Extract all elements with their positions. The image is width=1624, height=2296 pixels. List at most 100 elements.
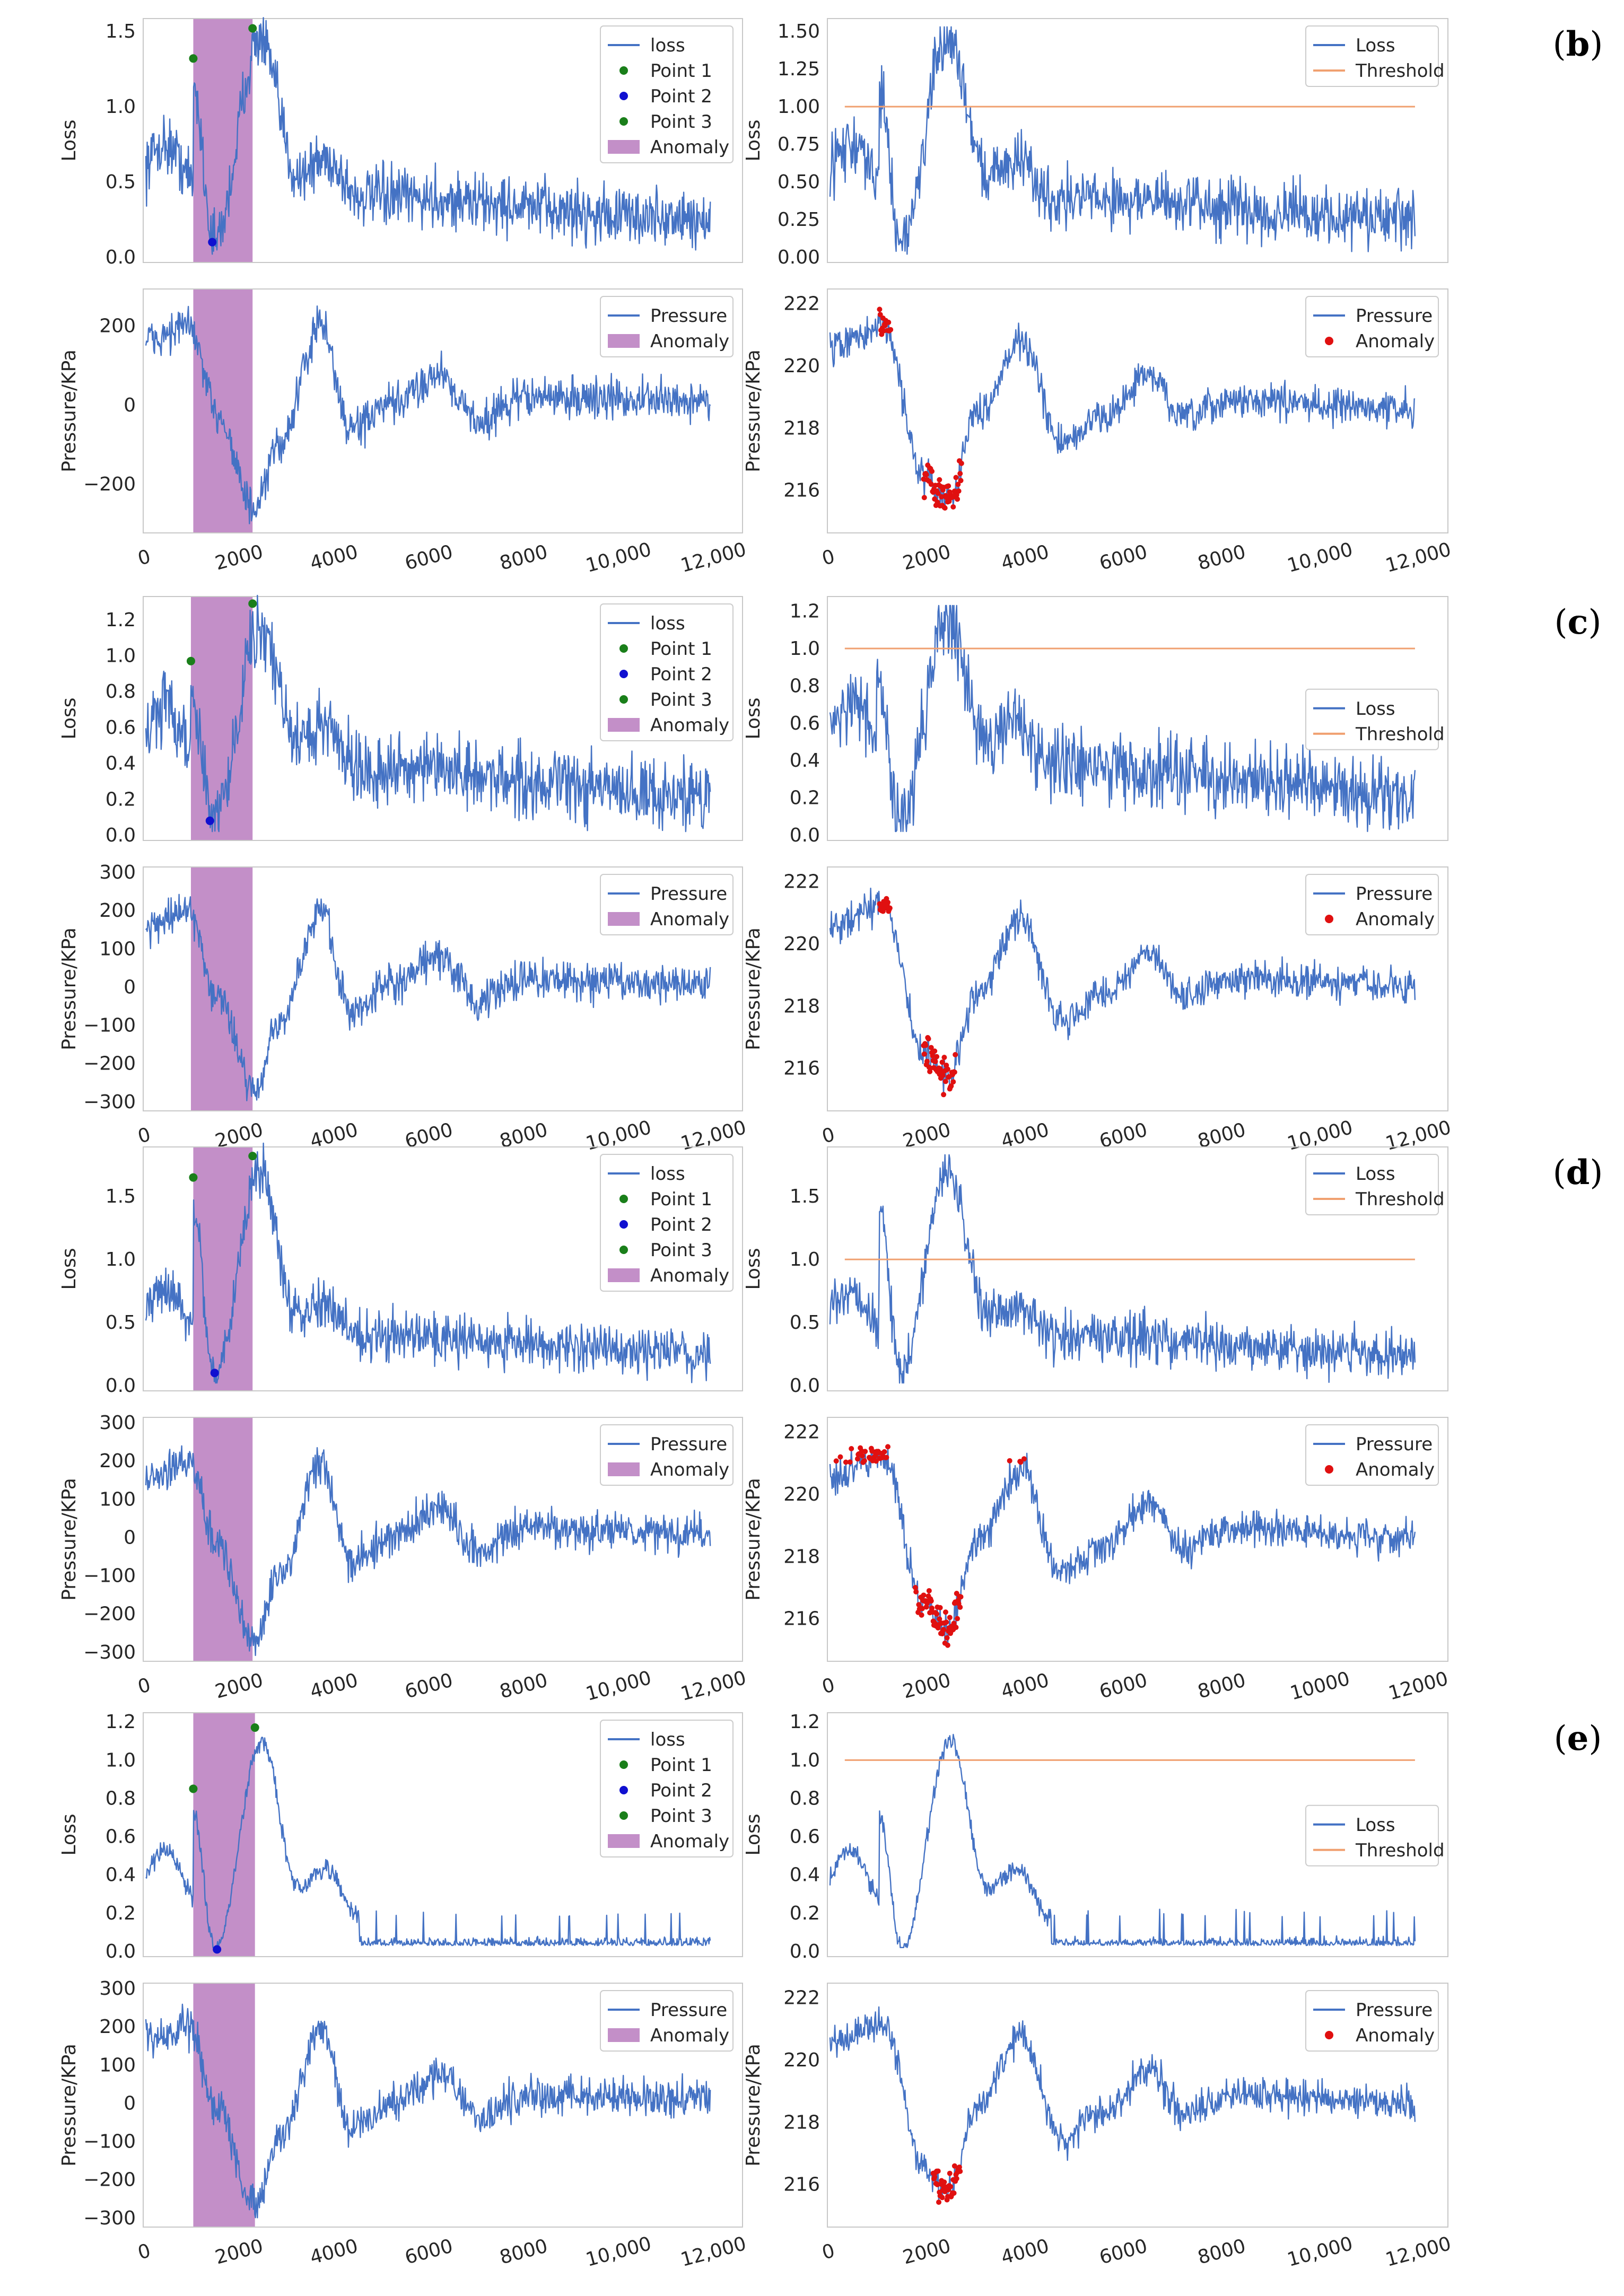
raw-pressure-chart-frame — [827, 1983, 1448, 2228]
threshold-ytick: 0.4 — [790, 750, 820, 772]
anomaly-marker — [913, 1589, 919, 1595]
point-1-marker — [186, 656, 195, 665]
pressure-ytick: −300 — [83, 1642, 136, 1663]
threshold-ytick: 0.6 — [790, 713, 820, 734]
anomaly-marker — [888, 327, 894, 332]
anomaly-marker — [923, 1042, 929, 1048]
x-tick: 10,000 — [1285, 539, 1355, 577]
pressure-legend-entry: Pressure — [650, 305, 727, 327]
raw-legend-dot-key — [1325, 1465, 1333, 1474]
pressure-ytick: 100 — [99, 2054, 136, 2076]
loss-chart-frame — [143, 1146, 743, 1391]
raw-ytick: 218 — [783, 1546, 820, 1567]
loss-legend-dot-key — [619, 1195, 628, 1203]
anomaly-marker — [958, 478, 964, 484]
raw-ylabel: Pressure/KPa — [743, 349, 764, 472]
anomaly-marker — [942, 1079, 948, 1084]
loss-line — [145, 594, 711, 832]
loss-ytick: 0.8 — [106, 681, 136, 703]
anomaly-marker — [953, 475, 959, 480]
panel-label-open: ( — [1555, 603, 1568, 642]
raw-ylabel: Pressure/KPa — [743, 2044, 764, 2167]
anomaly-marker — [940, 1072, 946, 1078]
panel-label: (b) — [1553, 24, 1603, 64]
anomaly-marker — [957, 1605, 963, 1610]
loss-legend-entry: loss — [650, 613, 685, 634]
x-tick: 10,000 — [583, 1667, 653, 1705]
threshold-ytick: 1.2 — [790, 1711, 820, 1733]
anomaly-marker — [947, 1615, 953, 1620]
anomaly-marker — [929, 468, 935, 474]
raw-ylabel: Pressure/KPa — [743, 927, 764, 1050]
loss-legend-patch-key — [608, 718, 640, 732]
loss-line — [145, 1737, 711, 1948]
anomaly-marker — [1021, 1456, 1027, 1462]
anomaly-marker — [921, 1051, 927, 1057]
loss-ytick: 0.8 — [106, 1787, 136, 1809]
threshold-ytick: 0.50 — [778, 171, 820, 193]
loss-legend-dot-key — [619, 1811, 628, 1820]
point-2-marker — [205, 816, 214, 825]
anomaly-marker — [951, 1069, 957, 1075]
anomaly-marker — [955, 1616, 961, 1622]
anomaly-marker — [950, 1079, 956, 1085]
x-tick: 0 — [136, 1124, 153, 1148]
threshold-ylabel: Loss — [743, 1248, 764, 1290]
threshold-ytick: 0.8 — [790, 1787, 820, 1809]
panel-label-letter: b — [1566, 24, 1590, 64]
x-tick: 12000 — [1386, 1668, 1451, 1704]
anomaly-marker — [939, 1059, 945, 1065]
anomaly-marker — [854, 1456, 860, 1462]
raw-ytick: 218 — [783, 417, 820, 439]
point-1-marker — [189, 54, 198, 63]
panel-label: (d) — [1553, 1153, 1603, 1193]
anomaly-marker — [881, 328, 887, 334]
loss-ytick: 0.0 — [106, 247, 136, 268]
loss-legend-entry: Point 3 — [650, 1806, 712, 1827]
x-tick: 10,000 — [1285, 1117, 1355, 1155]
anomaly-marker — [941, 1055, 947, 1061]
loss-legend-entry: loss — [650, 1729, 685, 1750]
x-tick: 12,000 — [678, 1667, 748, 1705]
x-tick: 12,000 — [1383, 2233, 1453, 2271]
x-tick: 2000 — [901, 2235, 953, 2268]
loss-ytick: 1.2 — [106, 1711, 136, 1733]
anomaly-marker — [958, 460, 964, 466]
anomaly-marker — [944, 495, 949, 501]
loss-ytick: 0.6 — [106, 717, 136, 739]
x-tick: 6000 — [403, 1669, 455, 1703]
raw-ytick: 222 — [783, 1987, 820, 2009]
pressure-ytick: 0 — [124, 395, 136, 416]
threshold-ytick: 0.2 — [790, 787, 820, 809]
pressure-ytick: 200 — [99, 1450, 136, 1472]
anomaly-marker — [935, 490, 941, 496]
anomaly-marker — [861, 1458, 867, 1464]
x-tick: 0 — [820, 546, 837, 570]
x-tick: 2000 — [901, 1669, 953, 1703]
raw-legend-entry: Pressure — [1356, 305, 1433, 327]
x-tick: 10,000 — [583, 539, 653, 577]
x-tick: 10000 — [1288, 1668, 1352, 1704]
loss-ytick: 0.2 — [106, 1903, 136, 1924]
pressure-ytick: −200 — [83, 2169, 136, 2191]
anomaly-marker — [935, 2168, 941, 2174]
anomaly-marker — [950, 504, 956, 510]
threshold-ytick: 0.25 — [778, 209, 820, 231]
anomaly-marker — [936, 2199, 942, 2205]
raw-ylabel: Pressure/KPa — [743, 1478, 764, 1601]
threshold-chart-frame — [827, 1146, 1448, 1391]
x-tick: 8000 — [497, 1669, 550, 1703]
pressure-ytick: −200 — [83, 474, 136, 495]
pressure-chart-frame — [143, 866, 743, 1111]
loss-ytick: 0.6 — [106, 1826, 136, 1848]
anomaly-marker — [877, 312, 883, 318]
loss-legend-entry: Point 1 — [650, 638, 712, 660]
anomaly-marker — [887, 905, 893, 911]
loss-legend-box — [600, 603, 734, 741]
x-tick: 0 — [136, 2240, 153, 2264]
loss-ytick: 0.0 — [106, 1941, 136, 1962]
loss-legend-dot-key — [619, 1786, 628, 1794]
raw-legend-entry: Anomaly — [1356, 1459, 1435, 1480]
x-tick: 6000 — [1097, 1119, 1150, 1152]
x-tick: 6000 — [403, 541, 455, 574]
